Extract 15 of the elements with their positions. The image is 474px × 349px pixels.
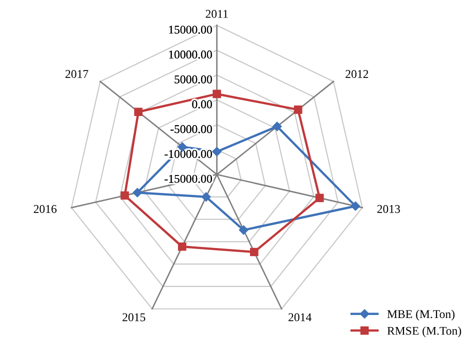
spoke-label: 2016 (34, 205, 57, 213)
spoke-label: 2011 (206, 10, 228, 18)
y-tick-label: 0.00 (192, 100, 212, 108)
y-tick-label: -15000.00 (164, 174, 212, 183)
spoke-label: 2014 (288, 313, 312, 322)
spoke-label: 2012 (346, 70, 368, 78)
spoke-label: 2017 (66, 70, 88, 78)
y-tick-label: -5000.00 (170, 125, 212, 134)
y-tick-label: 10000.00 (169, 50, 212, 59)
spoke-label: 2013 (377, 205, 400, 213)
spoke-label: 2015 (122, 313, 146, 322)
y-tick-label: 15000.00 (169, 26, 212, 34)
legend-label: MBE (M.Ton) (387, 310, 455, 321)
legend-label: RMSE (M.Ton) (387, 326, 462, 338)
y-tick-label: 5000.00 (174, 75, 212, 84)
